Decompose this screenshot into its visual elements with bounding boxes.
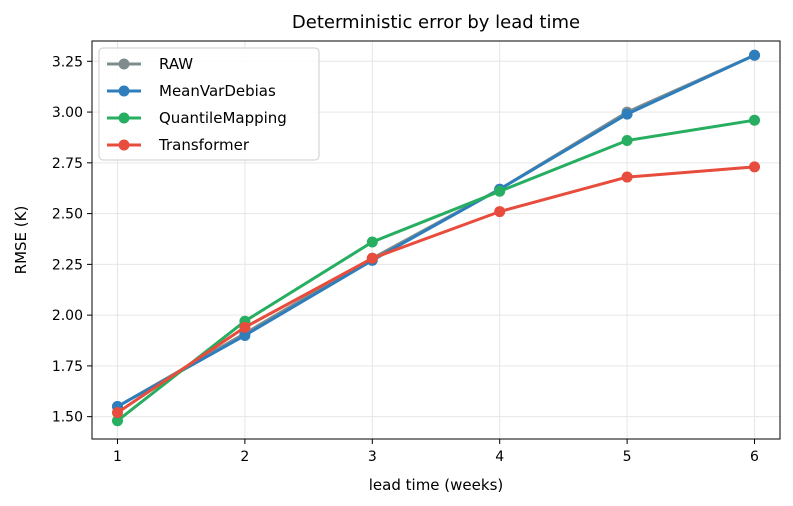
legend-marker [118,58,130,70]
series-layer [111,49,761,427]
x-tick-label: 5 [623,449,632,465]
data-point-transformer [749,161,761,173]
y-tick-label: 3.25 [52,54,83,70]
legend-label: MeanVarDebias [159,82,276,100]
legend-label: Transformer [158,136,250,154]
y-axis-label: RMSE (K) [12,206,30,275]
series-line-transformer [116,165,755,414]
legend-marker [118,85,130,97]
series-quantilemapping-group [111,114,761,427]
x-tick-label: 1 [113,449,122,465]
legend-item: MeanVarDebias [107,82,276,100]
data-point-transformer [239,321,251,333]
y-tick-label: 3.00 [52,105,83,121]
data-point-transformer [494,206,506,218]
ticks: 1 2 3 4 5 6 1.50 1.75 2.00 2.25 2.50 2.75 3.00 3.25 [52,54,759,465]
data-point-quantilemapping [111,415,123,427]
legend-item: RAW [107,55,193,73]
data-point-quantilemapping [366,236,378,248]
y-tick-label: 1.50 [52,410,83,426]
y-tick-label: 2.25 [52,257,83,273]
chart-title: Deterministic error by lead time [292,12,580,33]
y-tick-label: 2.75 [52,156,83,172]
x-axis-label: lead time (weeks) [369,476,503,494]
data-point-transformer [111,407,123,419]
legend-item: QuantileMapping [107,109,287,127]
series-line-meanvardebias [116,53,756,408]
x-tick-label: 3 [368,449,377,465]
plot-frame [91,40,781,440]
data-point-meanvardebias [239,329,251,341]
legend-marker [118,112,130,124]
data-point-transformer [366,252,378,264]
legend-marker [118,139,130,151]
data-point-quantilemapping [494,185,506,197]
data-point-transformer [621,171,633,183]
y-tick-label: 2.50 [52,207,83,223]
data-point-quantilemapping [749,114,761,126]
x-tick-label: 4 [495,449,504,465]
series-transformer-group [111,161,761,419]
series-line-quantilemapping [116,118,755,422]
data-point-quantilemapping [621,135,633,146]
y-tick-label: 2.00 [52,308,83,324]
x-tick-label: 6 [750,449,759,465]
legend-box [98,47,320,161]
legend-item: Transformer [107,136,250,154]
legend: RAW MeanVarDebias QuantileMapping Transform… [98,47,320,161]
legend-label: QuantileMapping [159,109,287,127]
y-tick-label: 1.75 [52,359,83,375]
legend-label: RAW [159,55,193,73]
data-point-meanvardebias [621,108,633,120]
data-point-meanvardebias [749,49,761,61]
x-tick-label: 2 [240,449,249,465]
